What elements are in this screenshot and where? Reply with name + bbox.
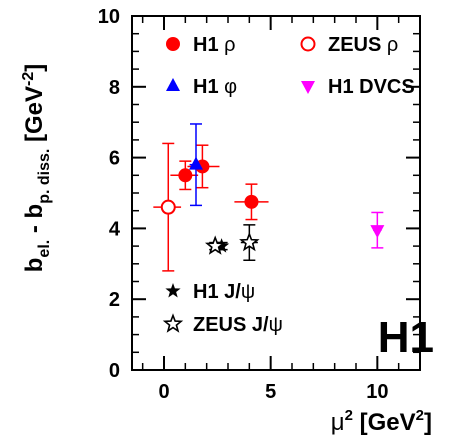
- legend-item: ZEUS J/ψ: [162, 313, 283, 336]
- marker-filled-circle: [178, 168, 193, 183]
- x-tick-label: 0: [158, 381, 169, 403]
- y-tick-label: 6: [109, 148, 120, 170]
- legend-label: H1 DVCS: [328, 76, 415, 98]
- axis-ticks: 0 2 4 6 8 10 0 5 10: [98, 6, 421, 403]
- legend-item: H1 DVCS: [301, 76, 415, 98]
- error-bars: [153, 123, 384, 272]
- legend-label: H1 ρ: [193, 34, 236, 56]
- marker-open-circle: [160, 199, 176, 215]
- legend-item: H1 ρ: [166, 34, 236, 56]
- legend-item: ZEUS ρ: [300, 34, 398, 56]
- experiment-stamp: H1: [378, 313, 434, 362]
- marker-triangle-down: [301, 81, 315, 94]
- marker-filled-circle: [244, 194, 259, 209]
- legend-item: H1 φ: [166, 76, 237, 98]
- marker-triangle-down: [370, 225, 385, 239]
- y-tick-label: 2: [109, 289, 120, 311]
- legend-label: ZEUS ρ: [328, 34, 398, 56]
- legend: H1 ρ ZEUS ρ H1 φ H1 DVCS H1 J/ψ ZEUS J/ψ: [162, 34, 415, 336]
- legend-item: H1 J/ψ: [165, 281, 255, 303]
- x-axis-label: μ2 [GeV2]: [331, 407, 432, 436]
- x-tick-label: 5: [265, 381, 276, 403]
- y-tick-label: 4: [109, 218, 121, 240]
- legend-label: H1 J/ψ: [193, 281, 255, 303]
- marker-triangle-up: [189, 156, 203, 170]
- data-points: [160, 156, 385, 255]
- marker-open-star: [239, 231, 260, 252]
- y-axis-label: bel. - bp. diss. [GeV-2]: [20, 64, 53, 273]
- y-tick-label: 0: [109, 360, 120, 382]
- legend-label: ZEUS J/ψ: [193, 314, 283, 336]
- marker-filled-circle: [166, 37, 180, 51]
- y-tick-label: 8: [109, 77, 120, 99]
- legend-label: H1 φ: [193, 76, 237, 98]
- y-tick-label: 10: [98, 6, 120, 28]
- marker-open-star: [204, 235, 226, 255]
- marker-open-star: [162, 313, 184, 333]
- marker-open-circle: [300, 36, 316, 52]
- marker-filled-star: [165, 283, 181, 298]
- x-tick-label: 10: [366, 381, 388, 403]
- marker-triangle-up: [166, 78, 180, 91]
